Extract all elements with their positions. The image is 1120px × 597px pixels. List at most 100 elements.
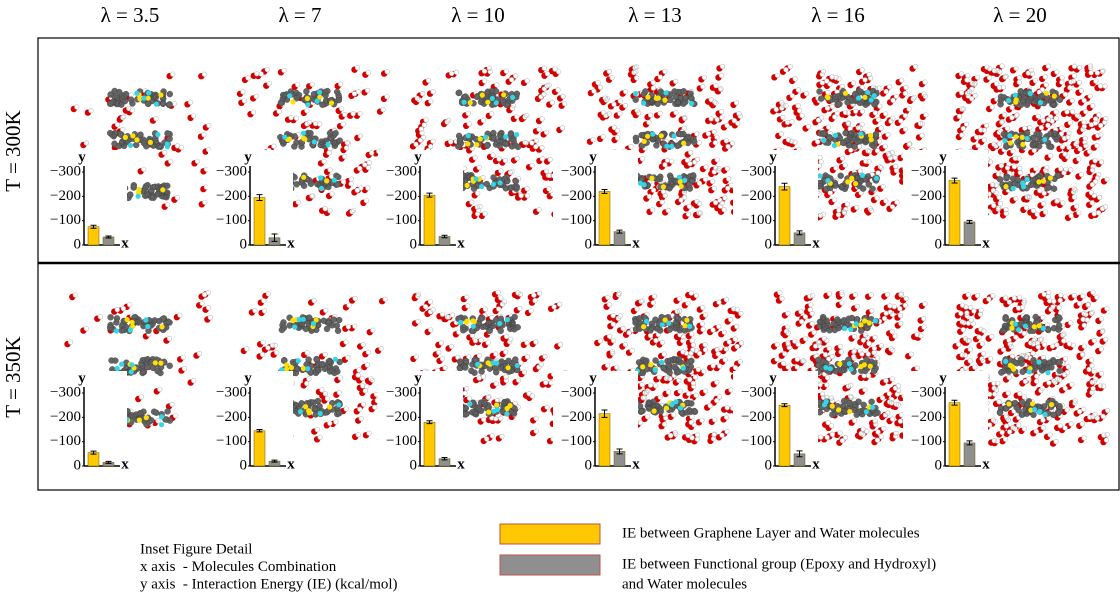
x-axis-label: x [287,456,295,472]
x-axis-label: x [982,456,990,472]
y-tick-label: −200 [50,409,81,425]
bar [613,231,626,246]
inset-detail: x axis - Molecules Combination [140,559,337,575]
water-oxygen [770,291,926,446]
y-axis-label: y [769,370,777,386]
x-axis-label: x [982,235,990,251]
y-tick-label: −200 [386,188,417,204]
functional-group [1006,320,1055,413]
y-tick-label: −300 [50,384,81,400]
error-bar [256,194,263,201]
error-bar [90,450,97,455]
functional-group [640,317,690,414]
error-bar [951,177,958,184]
y-tick-label: −300 [216,163,247,179]
y-tick-label: 0 [935,457,943,473]
water-hydrogen [956,63,1110,219]
bar [87,226,100,246]
y-tick-label: −300 [911,163,942,179]
bar [598,191,611,246]
y-tick-label: −100 [741,433,772,449]
legend-label: IE between Functional group (Epoxy and H… [622,556,936,572]
water-oxygen [232,66,388,217]
legend-swatch [499,523,601,545]
y-axis-label: y [244,370,252,386]
inset-detail: y axis - Interaction Energy (IE) (kcal/m… [140,576,398,592]
y-tick-label: 0 [585,457,593,473]
functional-group [829,318,873,415]
bar [778,186,791,246]
y-tick-label: −200 [561,188,592,204]
error-bar [271,233,278,242]
functional-group [1003,90,1057,190]
y-tick-label: 0 [765,236,773,252]
y-axis-label: y [769,149,777,165]
x-axis-label: x [457,456,465,472]
x-axis-label: x [121,235,129,251]
error-bar [601,189,608,194]
error-bar [441,234,448,239]
error-bar [796,450,803,458]
y-axis-label: y [589,370,597,386]
y-tick-label: 0 [585,236,593,252]
y-tick-label: −200 [561,409,592,425]
water-hydrogen [955,289,1111,445]
legend-label: IE between Graphene Layer and Water mole… [622,525,920,541]
molecule-renders [61,63,1111,447]
y-tick-label: 0 [410,236,418,252]
y-axis-label: y [78,149,86,165]
error-bar [601,409,608,418]
error-bar [90,224,97,229]
y-tick-label: −100 [50,212,81,228]
y-tick-label: −200 [741,409,772,425]
error-bar [616,229,623,234]
y-axis-label: y [939,149,947,165]
error-bar [105,235,112,239]
error-bar [781,182,788,191]
column-label: λ = 16 [811,3,865,27]
y-tick-label: −100 [386,212,417,228]
y-tick-label: −300 [741,384,772,400]
bar [598,413,611,467]
error-bar [441,456,448,461]
x-axis-label: x [287,235,295,251]
y-tick-label: −300 [561,384,592,400]
error-bar [256,429,263,433]
error-bar [796,230,803,236]
error-bar [271,459,278,463]
functional-group [464,92,507,188]
y-tick-label: −100 [216,212,247,228]
y-tick-label: −300 [741,163,772,179]
functional-group [817,89,880,184]
y-tick-label: −100 [216,433,247,449]
y-tick-label: −200 [911,409,942,425]
y-tick-label: −100 [386,433,417,449]
bar [963,221,976,246]
bar [963,442,976,467]
y-axis-label: y [244,149,252,165]
y-axis-label: y [414,370,422,386]
y-axis-label: y [589,149,597,165]
y-axis-label: y [939,370,947,386]
y-tick-label: −200 [741,188,772,204]
water-hydrogen [236,291,389,444]
y-tick-label: 0 [74,457,82,473]
y-tick-label: −100 [911,433,942,449]
bar [423,421,436,467]
error-bar [105,460,112,464]
error-bar [616,448,623,455]
bar [778,404,791,467]
column-label: λ = 3.5 [101,3,160,27]
y-tick-label: −300 [386,163,417,179]
functional-group [821,318,878,415]
y-tick-label: 0 [765,457,773,473]
bar [423,194,436,246]
y-tick-label: −300 [50,163,81,179]
y-tick-label: −100 [741,212,772,228]
row-label: T = 350K [1,336,25,417]
functional-group [641,94,687,190]
y-tick-label: 0 [74,236,82,252]
functional-group [1002,90,1048,192]
graphene-layer [996,313,1063,419]
y-axis-label: y [78,370,86,386]
